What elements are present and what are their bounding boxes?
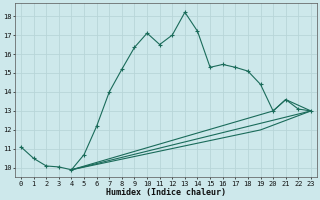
X-axis label: Humidex (Indice chaleur): Humidex (Indice chaleur) <box>106 188 226 197</box>
